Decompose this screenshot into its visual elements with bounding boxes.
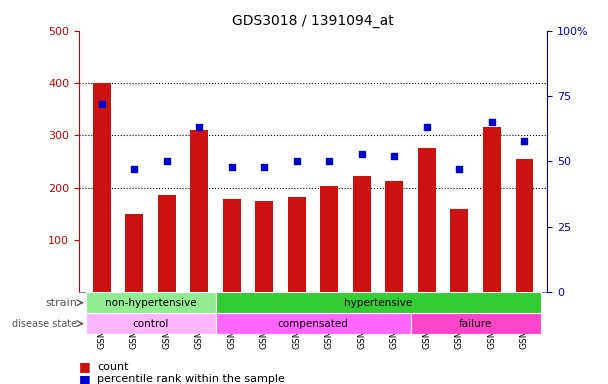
Bar — [223, 199, 241, 292]
Text: failure: failure — [459, 319, 492, 329]
Bar — [410, 313, 541, 334]
Point — [487, 119, 497, 125]
Bar — [418, 148, 436, 292]
Point — [455, 166, 465, 172]
Bar — [353, 175, 371, 292]
Bar — [288, 197, 306, 292]
Text: count: count — [97, 362, 129, 372]
Point — [292, 159, 302, 165]
Bar — [320, 186, 338, 292]
Bar — [443, 292, 475, 313]
Bar — [151, 292, 183, 313]
Bar — [385, 181, 403, 292]
Bar — [475, 292, 508, 313]
Bar — [86, 292, 216, 313]
Point — [357, 151, 367, 157]
Text: ■: ■ — [79, 373, 91, 384]
Text: non-hypertensive: non-hypertensive — [105, 298, 196, 308]
Bar — [516, 159, 533, 292]
Bar — [158, 195, 176, 292]
Bar — [216, 292, 248, 313]
Bar — [216, 313, 410, 334]
Bar — [508, 292, 541, 313]
Text: ■: ■ — [79, 360, 91, 373]
Point — [422, 124, 432, 131]
Bar — [255, 201, 273, 292]
Point — [325, 159, 334, 165]
Bar — [118, 292, 151, 313]
Bar — [451, 209, 468, 292]
Point — [162, 159, 171, 165]
Bar — [190, 130, 209, 292]
Bar — [125, 214, 143, 292]
Bar — [410, 292, 443, 313]
Text: percentile rank within the sample: percentile rank within the sample — [97, 374, 285, 384]
Text: hypertensive: hypertensive — [344, 298, 412, 308]
Bar — [248, 292, 281, 313]
Bar — [183, 292, 216, 313]
Bar — [86, 292, 118, 313]
Text: disease state: disease state — [12, 319, 77, 329]
Text: control: control — [133, 319, 169, 329]
Point — [130, 166, 139, 172]
Point — [520, 137, 530, 144]
Bar — [313, 292, 345, 313]
Title: GDS3018 / 1391094_at: GDS3018 / 1391094_at — [232, 14, 394, 28]
Point — [195, 124, 204, 131]
Bar — [345, 292, 378, 313]
Bar — [93, 83, 111, 292]
Bar — [281, 292, 313, 313]
Point — [97, 101, 106, 107]
Point — [227, 164, 237, 170]
Text: compensated: compensated — [278, 319, 348, 329]
Bar — [483, 127, 501, 292]
Text: strain: strain — [46, 298, 77, 308]
Point — [390, 153, 399, 159]
Bar — [86, 313, 216, 334]
Bar — [378, 292, 410, 313]
Bar — [216, 292, 541, 313]
Point — [260, 164, 269, 170]
